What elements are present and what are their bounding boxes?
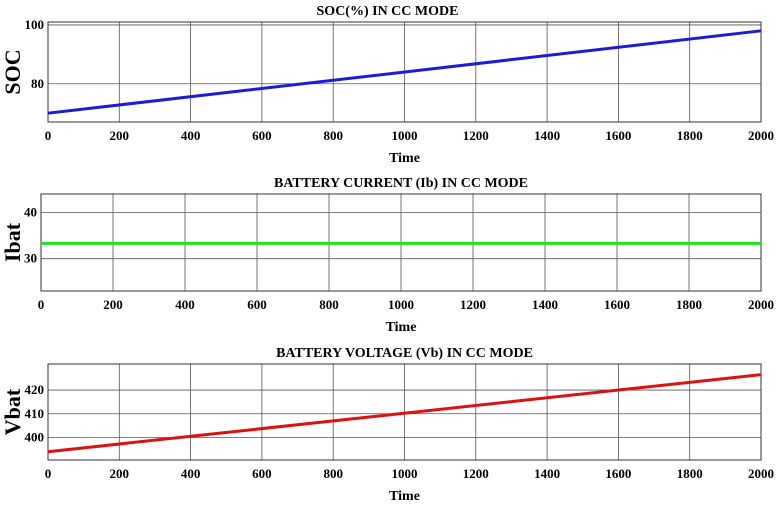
voltage-x-tick-label: 1200 (463, 466, 489, 481)
current-x-tick-label: 1400 (532, 297, 558, 312)
soc-x-tick-label: 200 (110, 128, 130, 143)
voltage-x-tick-label: 600 (252, 466, 272, 481)
current-chart: 0 200 400 600 800 1000 1200 1400 1600 1800 2000 30 4… (0, 176, 774, 335)
soc-y-tick-label: 100 (25, 17, 45, 32)
soc-chart-title: SOC(%) IN CC MODE (317, 4, 459, 19)
current-x-tick-label: 2000 (748, 297, 774, 312)
voltage-y-axis-label: Vbat (0, 388, 25, 435)
current-y-tick-label: 30 (24, 251, 37, 266)
voltage-x-tick-label: 200 (110, 466, 130, 481)
voltage-x-tick-label: 1000 (392, 466, 418, 481)
soc-x-axis-label: Time (389, 151, 420, 166)
voltage-x-tick-label: 0 (45, 466, 52, 481)
current-x-axis-label: Time (386, 320, 417, 335)
current-x-tick-label: 1000 (388, 297, 414, 312)
current-y-axis-label: Ibat (0, 222, 25, 262)
voltage-x-tick-label: 1600 (605, 466, 631, 481)
voltage-chart: 0 200 400 600 800 1000 1200 1400 1600 1800 2000 400… (0, 346, 774, 504)
current-x-tick-label: 1600 (604, 297, 630, 312)
voltage-plot-frame (47, 363, 762, 461)
soc-x-tick-label: 600 (252, 128, 272, 143)
soc-y-axis-label: SOC (0, 49, 25, 94)
current-x-tick-label: 1200 (460, 297, 486, 312)
soc-x-tick-label: 0 (45, 128, 52, 143)
voltage-x-tick-label: 800 (323, 466, 343, 481)
current-x-tick-label: 0 (38, 297, 45, 312)
soc-plot-frame (47, 21, 762, 123)
current-x-tick-label: 600 (247, 297, 267, 312)
current-x-tick-label: 800 (319, 297, 339, 312)
soc-series-line (47, 29, 762, 115)
voltage-chart-title: BATTERY VOLTAGE (Vb) IN CC MODE (276, 346, 533, 361)
voltage-y-tick-label: 420 (25, 382, 45, 397)
soc-x-tick-label: 800 (323, 128, 343, 143)
voltage-x-tick-label: 1400 (534, 466, 560, 481)
soc-x-tick-label: 1200 (463, 128, 489, 143)
soc-y-tick-label: 80 (31, 76, 44, 91)
current-chart-title: BATTERY CURRENT (Ib) IN CC MODE (274, 176, 528, 191)
soc-x-tick-label: 2000 (748, 128, 774, 143)
voltage-y-tick-label: 400 (25, 429, 45, 444)
soc-chart: 0 200 400 600 800 1000 1200 1400 1600 1800 2000 80 1… (0, 4, 774, 166)
soc-x-tick-label: 1000 (392, 128, 418, 143)
voltage-x-tick-label: 2000 (748, 466, 774, 481)
soc-x-tick-label: 1600 (605, 128, 631, 143)
current-y-tick-label: 40 (24, 204, 37, 219)
current-x-tick-label: 400 (175, 297, 195, 312)
soc-x-tick-label: 400 (181, 128, 201, 143)
current-x-tick-label: 1800 (676, 297, 702, 312)
soc-x-tick-label: 1800 (677, 128, 703, 143)
voltage-x-tick-label: 1800 (677, 466, 703, 481)
voltage-y-tick-label: 410 (25, 406, 45, 421)
voltage-series-line (47, 373, 762, 454)
voltage-x-tick-label: 400 (181, 466, 201, 481)
current-x-tick-label: 200 (103, 297, 123, 312)
soc-x-tick-label: 1400 (534, 128, 560, 143)
voltage-x-axis-label: Time (389, 489, 420, 504)
